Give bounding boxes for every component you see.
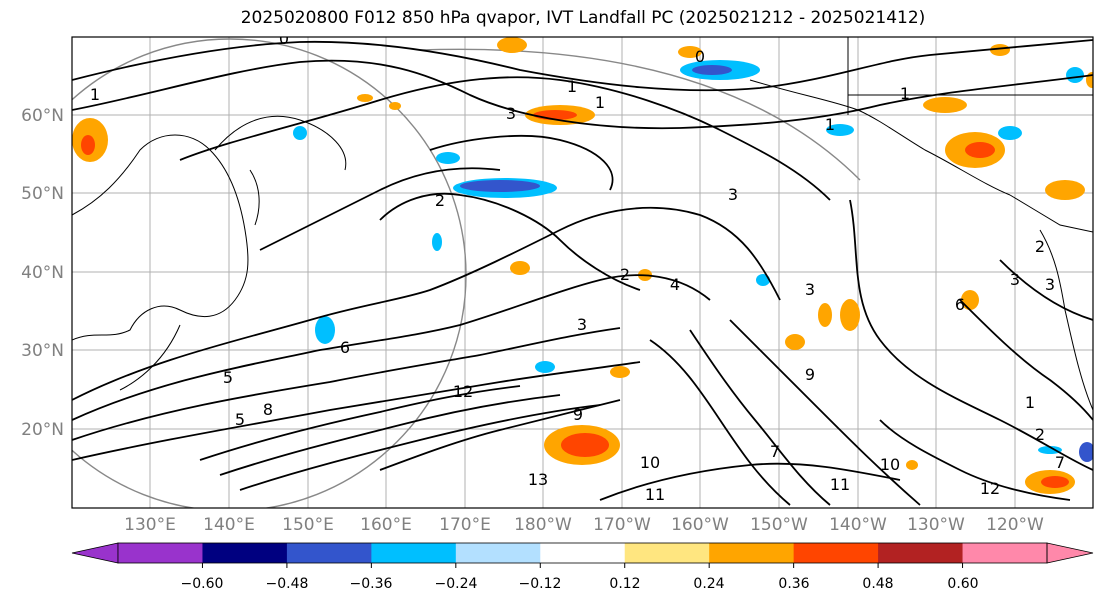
contour-label: 2 — [1035, 425, 1045, 444]
contour-label: 0 — [695, 47, 705, 66]
lon-label: 130°W — [907, 515, 965, 535]
colorbar-tick-label: −0.48 — [266, 576, 309, 592]
contour-label: 3 — [728, 185, 738, 204]
contour-label: 3 — [1010, 270, 1020, 289]
lon-label: 150°E — [282, 515, 334, 535]
contour-label: 1 — [1025, 393, 1035, 412]
contour-label: 12 — [453, 382, 473, 401]
longitude-labels: 130°E 140°E 150°E 160°E 170°E 180°W 170°… — [124, 515, 1044, 535]
contour-label: 3 — [805, 280, 815, 299]
colorbar-swatch — [371, 543, 457, 563]
colorbar-tick-label: −0.24 — [435, 576, 478, 592]
colorbar-swatch — [540, 543, 626, 563]
contour-label: 6 — [340, 338, 350, 357]
lat-label: 20°N — [21, 420, 64, 440]
contour-label: 9 — [805, 365, 815, 384]
lat-label: 40°N — [21, 263, 64, 283]
lon-label: 180°W — [514, 515, 572, 535]
colorbar-swatch — [878, 543, 964, 563]
colorbar-extend-low — [71, 542, 119, 564]
contour-label: 12 — [980, 479, 1000, 498]
colorbar-tick-label: −0.36 — [350, 576, 393, 592]
colorbar — [71, 542, 1094, 568]
plot-title: 2025020800 F012 850 hPa qvapor, IVT Land… — [240, 8, 926, 28]
lon-label: 160°E — [360, 515, 412, 535]
contour-label: 8 — [263, 400, 273, 419]
contour-label: 1 — [900, 84, 910, 103]
contour-label: 10 — [880, 455, 900, 474]
contour-label: 3 — [506, 104, 516, 123]
colorbar-swatch — [709, 543, 795, 563]
colorbar-tick-label: 0.60 — [947, 576, 978, 592]
lon-label: 150°W — [750, 515, 808, 535]
contour-label: 4 — [670, 275, 680, 294]
contour-label: 9 — [573, 405, 583, 424]
ivt-contours — [72, 39, 1093, 506]
lon-label: 140°W — [829, 515, 887, 535]
lat-label: 60°N — [21, 106, 64, 126]
colorbar-tick-label: 0.24 — [693, 576, 724, 592]
contour-label: 2 — [1035, 237, 1045, 256]
contour-label: 2 — [435, 191, 445, 210]
lon-label: 130°E — [124, 515, 176, 535]
lat-label: 30°N — [21, 341, 64, 361]
lat-label: 50°N — [21, 184, 64, 204]
contour-label: 3 — [577, 315, 587, 334]
lon-label: 120°W — [986, 515, 1044, 535]
contour-label: 1 — [567, 77, 577, 96]
colorbar-extend-high — [1046, 542, 1094, 564]
contour-label: 5 — [235, 410, 245, 429]
colorbar-swatch — [455, 543, 541, 563]
contour-label: 1 — [90, 85, 100, 104]
contour-label: 6 — [955, 295, 965, 314]
colorbar-tick-label: −0.60 — [181, 576, 224, 592]
contour-label: 1 — [595, 93, 605, 112]
colorbar-tick-labels: −0.60 −0.48 −0.36 −0.24 −0.12 0.12 0.24 … — [181, 576, 979, 592]
qvapor-shading — [72, 37, 1093, 494]
lon-label: 170°W — [593, 515, 651, 535]
contour-label: 1 — [825, 115, 835, 134]
coastlines — [72, 37, 1093, 411]
contour-label: 5 — [223, 368, 233, 387]
colorbar-tick-label: 0.12 — [609, 576, 640, 592]
map-frame — [71, 36, 1094, 509]
contour-label: 11 — [830, 475, 850, 494]
colorbar-tick-label: −0.12 — [519, 576, 562, 592]
colorbar-swatch — [118, 543, 203, 563]
colorbar-swatch — [962, 543, 1048, 563]
contour-label: 3 — [1045, 275, 1055, 294]
colorbar-tick-label: 0.48 — [862, 576, 893, 592]
lon-label: 170°E — [439, 515, 491, 535]
contour-label: 7 — [1055, 453, 1065, 472]
lon-label: 140°E — [203, 515, 255, 535]
colorbar-swatch — [286, 543, 372, 563]
colorbar-swatch — [624, 543, 710, 563]
contour-label: 2 — [620, 265, 630, 284]
colorbar-frame — [117, 542, 1048, 564]
colorbar-swatch — [202, 543, 288, 563]
colorbar-tick-label: 0.36 — [778, 576, 809, 592]
contour-label: 7 — [770, 442, 780, 461]
contour-label: 10 — [640, 453, 660, 472]
contour-label: 11 — [645, 485, 665, 504]
contour-label: 13 — [528, 470, 548, 489]
lon-label: 160°W — [671, 515, 729, 535]
latitude-labels: 60°N 50°N 40°N 30°N 20°N — [21, 106, 64, 440]
colorbar-swatch — [793, 543, 879, 563]
contour-label: 0 — [279, 29, 289, 48]
